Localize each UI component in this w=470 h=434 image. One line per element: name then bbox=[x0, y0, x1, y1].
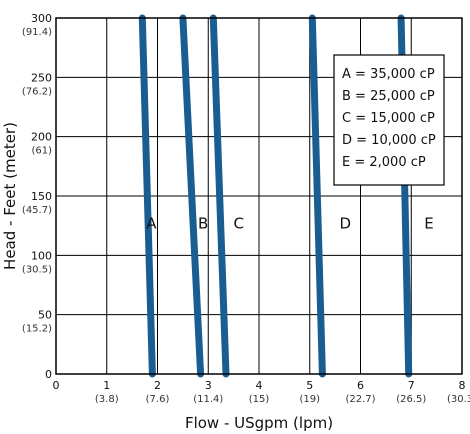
x-tick-sublabel: (30.3) bbox=[447, 394, 470, 405]
x-axis-ticks: 0 1 (3.8) 2 (7.6) 3 (11.4) 4 (15) 5 (19) 6 (22.7) 7 (2… bbox=[53, 379, 470, 405]
y-axis-ticks: 0 50 (15.2) 100 (30.5) 150 (45.7) 200 (61) 250 (76… bbox=[22, 12, 52, 381]
y-tick-sublabel: (61) bbox=[31, 146, 52, 157]
y-tick-label: 300 bbox=[31, 12, 52, 25]
x-tick-label: 3 bbox=[205, 379, 212, 392]
curve-a bbox=[138, 14, 156, 378]
x-tick-sublabel: (15) bbox=[249, 394, 270, 405]
x-tick-label: 8 bbox=[459, 379, 466, 392]
legend-box bbox=[333, 54, 445, 186]
x-tick-label: 0 bbox=[53, 379, 60, 392]
y-tick-label: 200 bbox=[31, 131, 52, 144]
y-tick-sublabel: (91.4) bbox=[22, 27, 52, 38]
curve-label-e: E bbox=[424, 214, 433, 232]
y-tick-sublabel: (30.5) bbox=[22, 264, 52, 275]
y-tick-sublabel: (15.2) bbox=[22, 324, 52, 335]
x-tick-sublabel: (11.4) bbox=[193, 394, 223, 405]
curve-d bbox=[308, 14, 326, 378]
y-tick-label: 50 bbox=[38, 309, 52, 322]
legend-entry-a: A = 35,000 cP bbox=[342, 67, 435, 82]
legend-entry-b: B = 25,000 cP bbox=[342, 89, 435, 104]
x-tick-label: 7 bbox=[408, 379, 415, 392]
plot-frame bbox=[55, 17, 463, 375]
x-tick-label: 5 bbox=[306, 379, 313, 392]
curve-label-c: C bbox=[233, 214, 243, 232]
curve-label-d: D bbox=[339, 214, 351, 232]
y-tick-label: 150 bbox=[31, 190, 52, 203]
x-tick-sublabel: (22.7) bbox=[345, 394, 375, 405]
y-tick-sublabel: (76.2) bbox=[22, 86, 52, 97]
curve-label-b: B bbox=[198, 214, 208, 232]
x-tick-label: 6 bbox=[357, 379, 364, 392]
x-tick-sublabel: (3.8) bbox=[95, 394, 119, 405]
y-tick-sublabel: (45.7) bbox=[22, 205, 52, 216]
legend: A = 35,000 cP B = 25,000 cP C = 15,000 cP D… bbox=[333, 54, 445, 186]
x-axis-label: Flow - USgpm (lpm) bbox=[185, 414, 333, 432]
y-tick-label: 250 bbox=[31, 71, 52, 84]
curve-labels: A B C D E bbox=[146, 214, 433, 232]
y-axis-label: Head - Feet (meter) bbox=[1, 122, 19, 270]
x-tick-sublabel: (19) bbox=[299, 394, 320, 405]
x-tick-label: 4 bbox=[256, 379, 263, 392]
x-tick-label: 1 bbox=[103, 379, 110, 392]
y-tick-label: 0 bbox=[45, 368, 52, 381]
y-tick-label: 100 bbox=[31, 249, 52, 262]
curve-b bbox=[179, 14, 205, 378]
legend-entry-e: E = 2,000 cP bbox=[342, 155, 426, 170]
curve-label-a: A bbox=[146, 214, 157, 232]
legend-entry-c: C = 15,000 cP bbox=[342, 111, 435, 126]
x-tick-label: 2 bbox=[154, 379, 161, 392]
curve-c bbox=[209, 14, 230, 378]
x-tick-sublabel: (26.5) bbox=[396, 394, 426, 405]
legend-entry-d: D = 10,000 cP bbox=[342, 133, 436, 148]
x-tick-sublabel: (7.6) bbox=[146, 394, 170, 405]
